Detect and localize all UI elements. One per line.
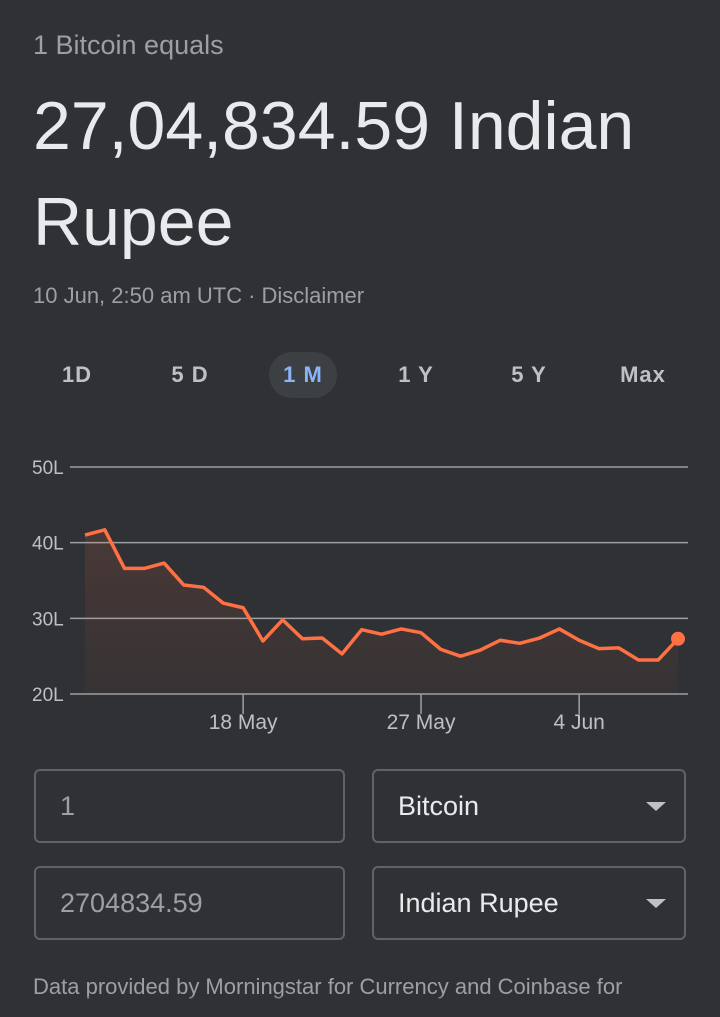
series-line	[84, 528, 680, 662]
series-area	[85, 529, 678, 694]
tab-1m[interactable]: 1 M	[269, 352, 337, 398]
conversion-value: 27,04,834.59 Indian Rupee	[33, 88, 635, 260]
y-tick-label: 20L	[32, 685, 64, 706]
amount-from-value: 1	[60, 791, 76, 821]
data-source-note: Data provided by Morningstar for Currenc…	[33, 974, 623, 999]
disclaimer-link[interactable]: Disclaimer	[261, 283, 365, 308]
fade-overlay	[0, 996, 720, 1017]
currency-to-select[interactable]: Indian Rupee	[372, 866, 686, 940]
subtitle: 1 Bitcoin equals	[33, 30, 224, 60]
tab-1d[interactable]: 1D	[61, 362, 93, 387]
range-tabs: 1D 5 D 1 M 1 Y 5 Y Max	[0, 352, 720, 398]
amount-to-input[interactable]: 2704834.59	[34, 866, 345, 940]
current-price-marker[interactable]	[671, 631, 685, 646]
tab-1y[interactable]: 1 Y	[398, 362, 434, 387]
x-tick-label: 27 May	[387, 711, 456, 734]
chevron-down-icon	[646, 802, 666, 811]
amount-to-value: 2704834.59	[60, 888, 203, 918]
y-tick-label: 40L	[32, 534, 64, 555]
y-tick-label: 30L	[32, 609, 64, 630]
x-tick-label: 4 Jun	[553, 711, 604, 734]
tab-5y[interactable]: 5 Y	[511, 362, 547, 387]
x-tick-label: 18 May	[209, 711, 278, 734]
currency-from-label: Bitcoin	[398, 791, 480, 821]
currency-to-label: Indian Rupee	[398, 888, 559, 918]
separator: ·	[248, 283, 256, 308]
timestamp: 10 Jun, 2:50 am UTC	[33, 283, 243, 308]
tab-5d[interactable]: 5 D	[171, 362, 209, 387]
amount-from-input[interactable]: 1	[34, 769, 345, 843]
y-tick-label: 50L	[32, 458, 64, 479]
tab-max[interactable]: Max	[620, 362, 666, 387]
chevron-down-icon	[646, 899, 666, 908]
timestamp-row: 10 Jun, 2:50 am UTC · Disclaimer	[33, 283, 364, 309]
price-chart[interactable]: 50L 40L 30L 20L 18 May 27 May 4 Jun	[0, 440, 720, 745]
currency-from-select[interactable]: Bitcoin	[372, 769, 686, 843]
